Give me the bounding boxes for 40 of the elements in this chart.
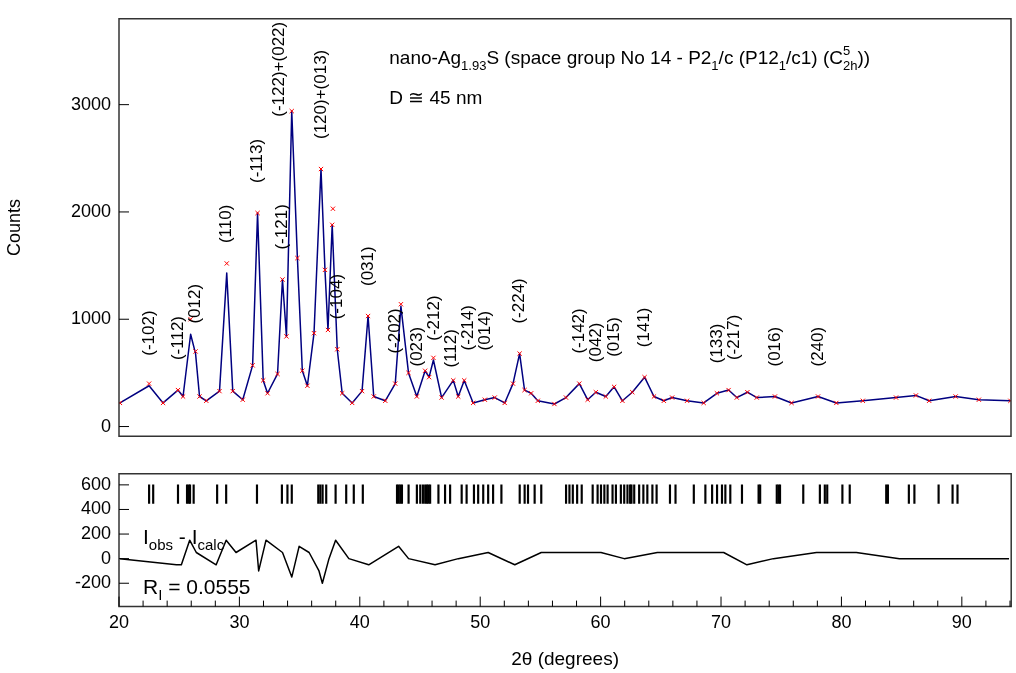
y-tick-label: 0 (100, 415, 111, 436)
x-tick-label: 50 (470, 612, 491, 633)
annotation: (015) (603, 317, 623, 357)
y-tick-label: 200 (80, 523, 111, 544)
annotation: (-224) (509, 278, 529, 324)
y-tick-label: 2000 (70, 200, 111, 221)
y-axis-title: Counts (3, 198, 24, 257)
annotation: (240) (807, 326, 827, 367)
x-tick-label: 30 (229, 612, 250, 633)
x-tick-label: 40 (349, 612, 370, 633)
annotation: (042) (586, 322, 606, 363)
annotation: (023) (406, 326, 426, 367)
y-tick-label: 600 (80, 473, 111, 494)
annotation: (-112) (167, 315, 187, 361)
x-tick-label: 70 (711, 612, 732, 633)
annotation: (-142) (569, 308, 589, 354)
y-tick-label: -200 (74, 572, 111, 593)
annotation: (133) (706, 323, 726, 364)
annotation: (012) (185, 283, 205, 324)
x-axis-title: 2θ (degrees) (511, 647, 619, 669)
annotation: (-121) (272, 204, 292, 250)
annotation: (-122)+(022) (269, 21, 289, 117)
annotation: (141) (634, 307, 654, 348)
y-tick-label: 1000 (70, 308, 111, 329)
y-tick-label: 3000 (70, 93, 111, 114)
x-tick-label: 60 (590, 612, 611, 633)
annotation: D ≅ 45 nm (389, 86, 483, 108)
x-tick-label: 80 (831, 612, 852, 633)
annotation: (-104) (326, 273, 346, 320)
annotation: (-113) (247, 138, 267, 184)
annotation: (120)+(013) (310, 49, 330, 140)
annotation: (-102) (138, 310, 158, 356)
annotation: (016) (764, 326, 784, 367)
y-tick-label: 0 (100, 547, 111, 568)
annotation: (031) (357, 246, 377, 287)
y-tick-label: 400 (80, 498, 111, 519)
x-tick-label: 20 (108, 612, 130, 633)
annotation: (110) (216, 204, 236, 244)
annotation: (-202) (384, 308, 404, 354)
x-tick-label: 90 (951, 612, 972, 633)
